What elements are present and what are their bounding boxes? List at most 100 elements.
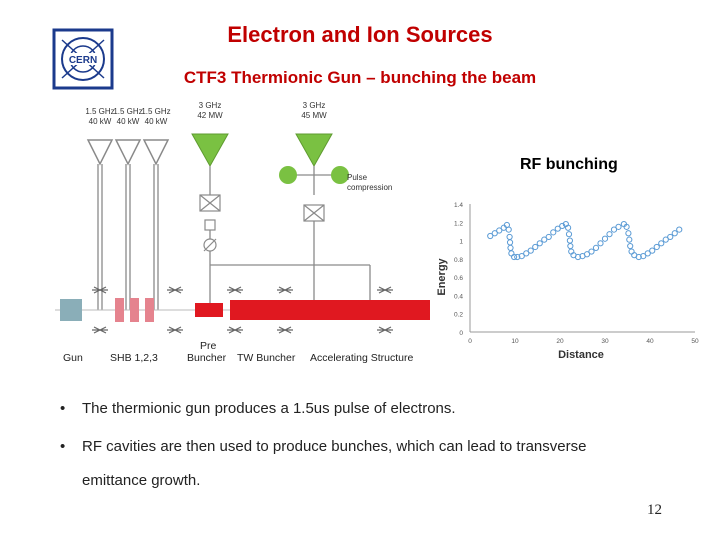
y-tick-label: 0.2 bbox=[454, 312, 463, 319]
beamline bbox=[55, 298, 430, 322]
x-tick-label: 0 bbox=[468, 338, 472, 345]
label-accelerating-structure: Accelerating Structure bbox=[310, 352, 413, 364]
pre-buncher bbox=[195, 303, 223, 317]
klystron-4-icon bbox=[191, 133, 229, 168]
slide-title: Electron and Ion Sources bbox=[227, 22, 493, 47]
x-tick-label: 10 bbox=[511, 338, 519, 345]
cern-logo: CERN bbox=[52, 28, 114, 90]
data-point bbox=[574, 253, 582, 261]
shb-2 bbox=[130, 298, 139, 322]
klystron-4-power: 42 MW bbox=[197, 111, 223, 120]
data-point bbox=[640, 253, 647, 260]
shb-1 bbox=[115, 298, 124, 322]
data-point bbox=[625, 230, 632, 237]
chart-points bbox=[487, 221, 683, 261]
data-point bbox=[566, 237, 573, 244]
data-point bbox=[628, 248, 635, 255]
data-point bbox=[567, 242, 574, 250]
bullet-1-mark: • bbox=[60, 400, 66, 417]
x-tick-label: 20 bbox=[556, 338, 564, 345]
klystron-5-icon bbox=[295, 133, 333, 168]
data-point bbox=[676, 226, 683, 233]
chart-yticks: 0 0.2 0.4 0.6 0.8 1 1.2 1.4 bbox=[454, 202, 463, 337]
data-point bbox=[592, 244, 600, 251]
data-point bbox=[601, 235, 609, 242]
x-tick-label: 40 bbox=[646, 338, 654, 345]
data-point bbox=[627, 242, 634, 250]
data-point bbox=[658, 240, 665, 247]
label-tw-buncher: TW Buncher bbox=[237, 352, 296, 364]
data-point bbox=[523, 250, 530, 257]
data-point bbox=[514, 253, 521, 261]
gun-block bbox=[60, 299, 82, 321]
chart-axes bbox=[469, 204, 695, 333]
y-tick-label: 0.4 bbox=[454, 293, 463, 300]
data-point bbox=[671, 230, 678, 237]
klystron-5-freq: 3 GHz bbox=[303, 101, 326, 110]
pulse-label-2: compression bbox=[347, 183, 392, 192]
data-point bbox=[559, 222, 566, 230]
klystron-1-power: 40 kW bbox=[89, 117, 112, 126]
label-buncher: Buncher bbox=[187, 352, 227, 364]
data-point bbox=[527, 247, 534, 254]
data-point bbox=[506, 233, 513, 241]
y-tick-label: 1.2 bbox=[454, 220, 463, 227]
chart-ylabel: Energy bbox=[436, 257, 448, 295]
klystron-1-icon bbox=[86, 139, 114, 166]
data-point bbox=[565, 231, 573, 238]
y-tick-label: 0 bbox=[459, 330, 463, 337]
y-tick-label: 1 bbox=[459, 239, 463, 246]
klystron-3-icon bbox=[142, 139, 170, 166]
data-point bbox=[541, 236, 548, 243]
data-point bbox=[511, 253, 518, 261]
accelerating-structure bbox=[317, 300, 430, 320]
data-point bbox=[507, 244, 514, 251]
data-point bbox=[644, 250, 651, 257]
data-point bbox=[597, 240, 604, 247]
data-point bbox=[649, 247, 656, 254]
shb-3 bbox=[145, 298, 154, 322]
data-point bbox=[635, 253, 642, 261]
tw-buncher bbox=[230, 300, 320, 320]
data-point bbox=[623, 223, 630, 230]
bullet-2-text: RF cavities are then used to produce bun… bbox=[82, 438, 587, 489]
label-pre: Pre bbox=[200, 340, 217, 352]
data-point bbox=[505, 226, 512, 233]
data-point bbox=[545, 233, 552, 241]
bullet-2-mark: • bbox=[60, 438, 66, 455]
label-shb: SHB 1,2,3 bbox=[110, 352, 158, 364]
data-point bbox=[508, 250, 515, 257]
y-tick-label: 1.4 bbox=[454, 202, 463, 209]
data-point bbox=[615, 223, 622, 230]
data-point bbox=[491, 230, 498, 237]
data-point bbox=[506, 239, 514, 246]
klystron-triangles bbox=[86, 133, 333, 168]
label-gun: Gun bbox=[63, 352, 83, 364]
x-tick-label: 30 bbox=[601, 338, 609, 345]
data-point bbox=[626, 236, 633, 243]
data-point bbox=[496, 227, 503, 234]
pulse-label-1: Pulse bbox=[347, 173, 368, 182]
slide-subtitle: CTF3 Thermionic Gun – bunching the beam bbox=[183, 68, 537, 87]
quadrupoles bbox=[92, 286, 393, 334]
pulse-compression-cavity-right bbox=[331, 166, 349, 184]
klystron-5-power: 45 MW bbox=[301, 111, 327, 120]
data-point bbox=[487, 232, 494, 240]
data-point bbox=[653, 243, 660, 251]
bullet-1-text: The thermionic gun produces a 1.5us puls… bbox=[82, 400, 456, 417]
x-tick-label: 50 bbox=[691, 338, 699, 345]
data-point bbox=[606, 231, 613, 238]
page-number: 12 bbox=[647, 502, 662, 518]
data-point bbox=[550, 229, 557, 236]
data-point bbox=[610, 226, 618, 233]
data-point bbox=[518, 253, 525, 260]
klystron-3-power: 40 kW bbox=[145, 117, 168, 126]
klystron-1-freq: 1.5 GHz bbox=[85, 107, 114, 116]
energy-distance-chart: Energy Distance 0 0.2 0.4 0.6 0.8 1 1.2 1.4 0 10… bbox=[436, 202, 699, 361]
data-point bbox=[532, 243, 539, 251]
chart-xlabel: Distance bbox=[558, 349, 604, 361]
rf-bunching-label: RF bunching bbox=[520, 156, 618, 173]
data-point bbox=[662, 236, 669, 243]
data-point bbox=[583, 251, 591, 258]
data-point bbox=[554, 225, 561, 232]
